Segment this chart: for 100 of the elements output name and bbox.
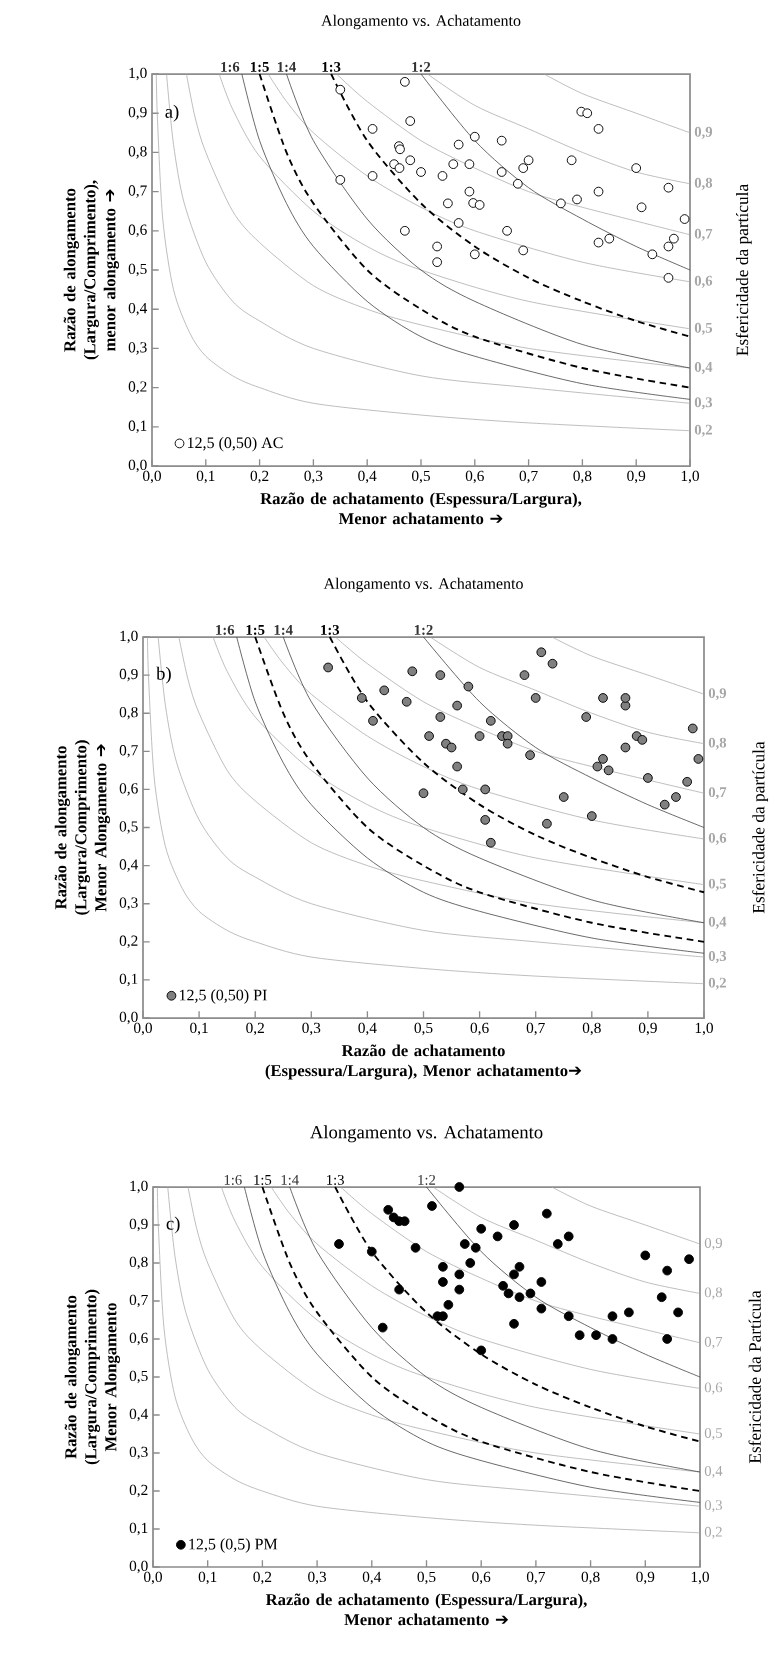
point [492,1231,503,1242]
point [574,1330,585,1341]
line-series [328,636,705,894]
legend-label: 12,5 (0,50) AC [187,436,283,452]
x-tick-label: 0,1 [190,1022,208,1036]
y-tick-label: 1,0 [130,1180,148,1194]
point [394,1284,405,1295]
line-series [330,73,691,338]
point [636,202,647,213]
x-tick-label: 0,6 [470,1022,489,1036]
point [519,670,530,680]
point [563,1311,574,1322]
y-tick-label: 0,9 [119,668,138,682]
point [453,139,464,150]
line-series [551,1186,701,1245]
point [496,167,507,177]
point [591,1330,601,1341]
point [424,731,434,741]
x-tick-label: 0,3 [308,1571,327,1585]
line-series [427,73,691,185]
point [454,1182,465,1192]
series-label: 1:5 [250,61,269,72]
series-label: 1:3 [321,624,340,635]
point [598,693,608,703]
x-tick-label: 0,1 [198,1571,217,1585]
y-tick-label: 0,1 [129,1522,148,1536]
line-series [340,1186,701,1344]
chart-title: Alongamento vs. Achatamento [321,14,521,30]
line-series [432,1186,701,1294]
point [662,1334,673,1344]
point [368,715,378,726]
point [383,1204,394,1215]
point [536,1303,547,1314]
point [509,1220,519,1230]
y-tick-label: 0,2 [119,935,138,949]
y-tick-label: 0,8 [129,1256,148,1270]
series-label: 0,5 [694,322,713,335]
point [586,811,597,821]
point [509,1269,519,1280]
x-tick-label: 0,4 [358,1022,377,1036]
point [452,700,463,711]
point [663,241,674,252]
line-series [221,1186,701,1435]
line-series [543,73,691,134]
point [552,1239,563,1249]
line-series [212,636,705,886]
x-tick-label: 0,3 [302,1022,321,1036]
series-label: 0,2 [704,1526,722,1539]
y-tick-label: 0,1 [128,420,147,434]
y2-axis-title: Esfericidade da Partícula [748,1290,761,1464]
x-tick-label: 1,0 [695,1022,713,1036]
point [643,773,653,783]
annotation: c) [166,1216,180,1234]
series-label: 0,8 [708,737,727,750]
x-tick-label: 0,2 [250,470,269,484]
point [470,1242,481,1253]
y-tick-label: 0,7 [129,1294,148,1308]
point [593,124,604,134]
y-tick-label: 0,4 [119,859,139,872]
point [523,155,534,166]
series-label: 0,8 [704,1287,723,1300]
point [518,245,529,256]
line-series [551,636,705,695]
series-label: 0,9 [708,688,727,701]
chart-title: Alongamento vs. Achatamento [323,577,523,593]
y-tick-label: 0,6 [129,1332,148,1346]
line-series [270,1186,701,1389]
point [684,1254,694,1265]
point [656,1292,667,1303]
x-tick-label: 0,4 [362,1571,382,1585]
series-label: 0,2 [694,424,712,437]
series-label: 1:5 [254,1174,272,1185]
point [438,1261,448,1272]
series-label: 1:2 [412,61,431,72]
x-tick-label: 0,2 [253,1571,272,1585]
legend-label: 12,5 (0,50) PI [179,989,267,1004]
y-tick-label: 0,6 [119,783,138,796]
line-series [218,73,691,330]
point [435,670,446,680]
point [394,163,405,173]
point [454,1269,465,1280]
point [335,84,346,95]
series-label: 0,7 [694,228,713,241]
series-label: 1:4 [277,61,296,72]
point [679,214,690,224]
x-tick-label: 1,0 [681,470,699,484]
point [474,200,485,210]
y-tick-label: 0,2 [129,1484,148,1498]
x-tick-label: 0,9 [627,470,646,484]
point [671,792,681,802]
series-label: 0,5 [708,878,727,891]
series-label: 1:2 [418,1174,436,1185]
point [581,712,592,722]
series-label: 0,3 [708,951,727,964]
point [514,1292,525,1303]
point [542,818,552,829]
point [631,163,642,173]
y-axis-title: Razão de alongamento (Largura/Comprimento) Menor Alongamento ➔ [54,740,110,915]
point [502,225,512,236]
y-tick-label: 0,9 [128,106,147,120]
